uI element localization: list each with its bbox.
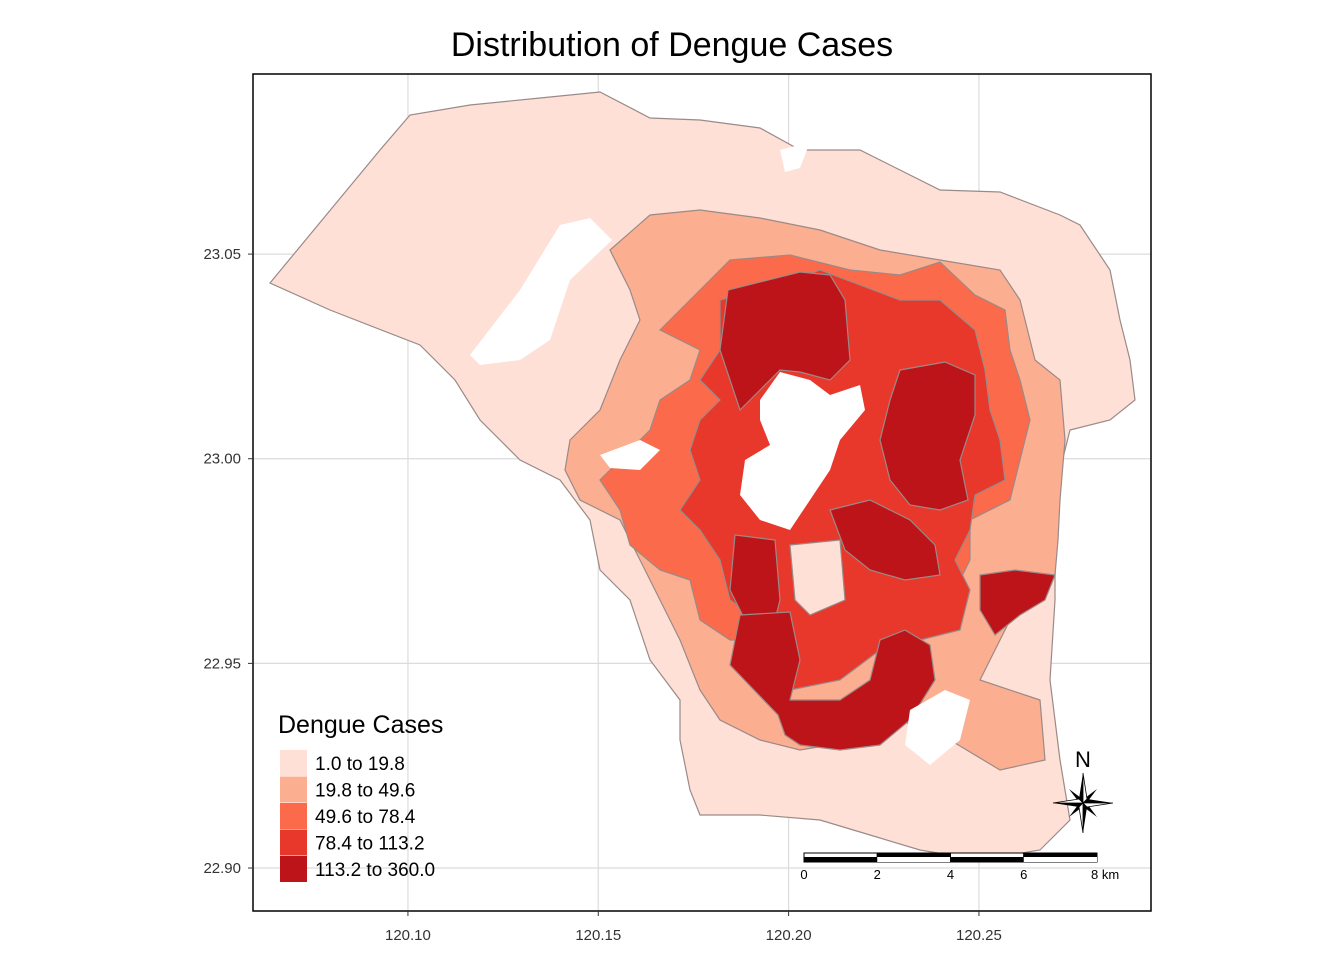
district-zone-class5-north — [719, 271, 851, 412]
x-axis: 120.10 120.15 120.20 120.25 — [385, 911, 1002, 944]
map-title: Distribution of Dengue Cases — [450, 26, 894, 64]
scale-label: 4 — [947, 867, 954, 882]
y-tick-label: 22.95 — [203, 655, 241, 672]
x-tick-label: 120.10 — [385, 927, 431, 944]
panel-border — [252, 73, 1152, 912]
north-arrow: N — [1052, 747, 1114, 834]
district-zone-class5-south — [729, 611, 936, 751]
y-tick-label: 23.05 — [203, 246, 241, 263]
legend-label: 78.4 to 113.2 — [315, 834, 425, 855]
legend-label: 1.0 to 19.8 — [315, 754, 405, 775]
scale-label: 2 — [874, 867, 881, 882]
no-data-area-river — [780, 142, 810, 172]
y-tick-label: 23.00 — [203, 451, 241, 468]
district-zone-class5-center — [829, 499, 941, 581]
x-tick-label: 120.20 — [766, 927, 812, 944]
scale-segment-bottom — [804, 857, 878, 862]
legend-swatch — [280, 776, 307, 803]
legend-swatch — [280, 803, 307, 829]
scale-segment-bottom — [877, 857, 951, 862]
legend-label: 113.2 to 360.0 — [315, 860, 435, 881]
legend-items: 1.0 to 19.8 19.8 to 49.6 49.6 to 78.4 78.4 … — [280, 750, 435, 882]
scale-label: 6 — [1020, 867, 1027, 882]
scale-segment-bottom — [1023, 857, 1097, 862]
scale-label: 0 — [800, 867, 807, 882]
north-label: N — [1075, 747, 1091, 772]
legend-swatch — [280, 750, 307, 776]
no-data-area-center — [740, 372, 865, 530]
x-tick-label: 120.15 — [575, 927, 621, 944]
legend: Dengue Cases 1.0 to 19.8 19.8 to 49.6 49.6… — [278, 711, 443, 882]
y-tick-label: 22.90 — [203, 860, 241, 877]
district-zone-class5-southeast — [979, 569, 1056, 636]
legend-swatch — [280, 829, 307, 856]
legend-label: 19.8 to 49.6 — [315, 781, 415, 802]
compass-rose-icon — [1052, 772, 1114, 834]
scale-label: 8 km — [1091, 867, 1119, 882]
y-axis: 22.90 22.95 23.00 23.05 — [203, 246, 253, 877]
map-layer — [269, 91, 1136, 861]
scale-segment-bottom — [950, 857, 1024, 862]
no-data-area-northwest — [470, 218, 612, 365]
legend-title: Dengue Cases — [278, 711, 443, 739]
no-data-area-south — [905, 690, 970, 765]
x-tick-label: 120.25 — [956, 927, 1002, 944]
legend-swatch — [280, 856, 307, 882]
district-zone-class1-center — [789, 539, 846, 616]
district-zone-class5-east — [879, 361, 976, 511]
no-data-area-west — [600, 440, 660, 470]
scale-bar: 0 2 4 6 8 km — [800, 852, 1119, 882]
legend-label: 49.6 to 78.4 — [315, 807, 416, 828]
